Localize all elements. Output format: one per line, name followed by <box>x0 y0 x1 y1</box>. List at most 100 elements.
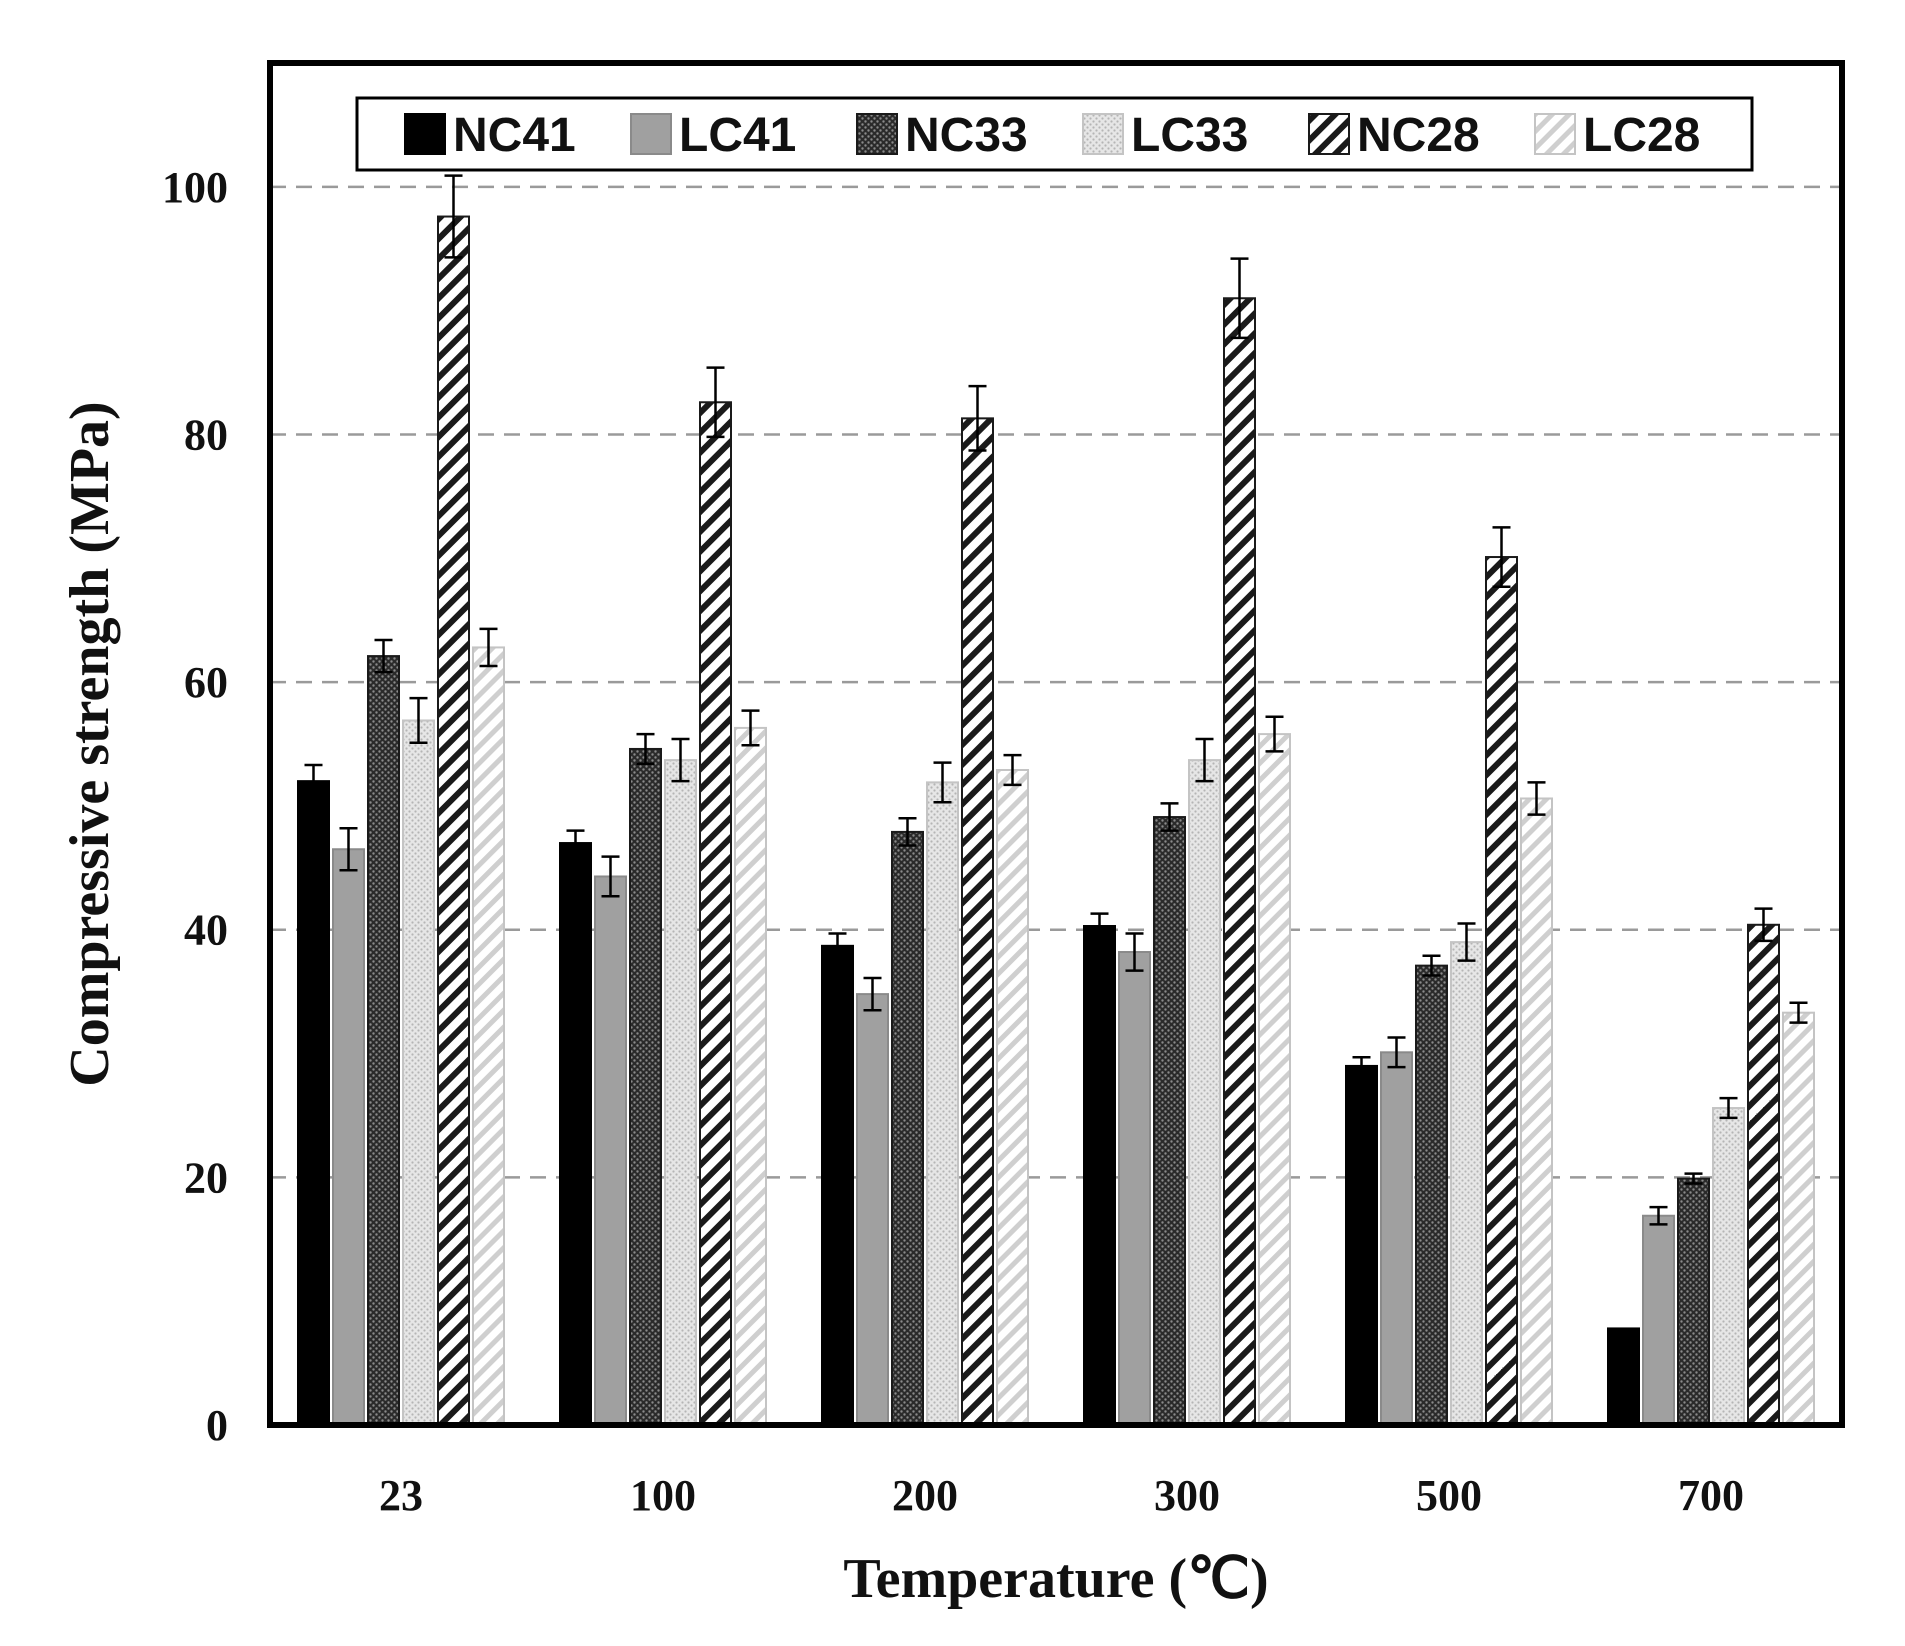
bar-nc41-700 <box>1607 1327 1640 1427</box>
y-axis-ticks: 0 20 40 60 80 100 <box>162 163 228 1450</box>
grid-lines <box>270 185 1842 1179</box>
error-bar-lc28-700 <box>1789 1001 1808 1024</box>
bar-nc41-200 <box>821 944 854 1426</box>
error-bar-nc28-500 <box>1492 526 1511 589</box>
error-bar-nc28-700 <box>1754 907 1773 943</box>
bar-lc28-300 <box>1258 733 1291 1426</box>
x-tick-label: 500 <box>1416 1471 1482 1520</box>
legend-item-nc41: NC41 <box>404 109 576 162</box>
legend-label: NC28 <box>1357 109 1480 162</box>
y-tick-label: 60 <box>184 658 228 707</box>
legend-item-nc28: NC28 <box>1308 109 1480 162</box>
error-bar-nc33-700 <box>1684 1172 1703 1185</box>
bar-nc33-200 <box>891 830 924 1426</box>
error-bar-nc33-500 <box>1422 954 1441 977</box>
bar-lc28-100 <box>734 726 767 1426</box>
legend-label: NC41 <box>453 109 576 162</box>
error-bar-nc28-100 <box>706 366 725 439</box>
error-bar-lc33-300 <box>1195 737 1214 783</box>
error-bar-lc33-100 <box>671 737 690 783</box>
bar-lc28-23 <box>472 646 505 1426</box>
error-bar-nc41-100 <box>566 829 585 857</box>
error-bar-lc28-200 <box>1003 753 1022 787</box>
legend: NC41 LC41 NC33 LC33 NC28 LC28 <box>355 96 1754 172</box>
legend-swatch <box>1308 113 1350 155</box>
legend-swatch <box>1082 113 1124 155</box>
legend-label: LC41 <box>679 109 796 162</box>
error-bar-lc28-300 <box>1265 715 1284 753</box>
y-tick-label: 40 <box>184 906 228 955</box>
x-tick-label: 23 <box>379 1471 423 1520</box>
legend-swatch <box>1534 113 1576 155</box>
bar-nc28-100 <box>699 401 732 1426</box>
error-bar-lc33-500 <box>1457 922 1476 962</box>
error-bar-lc33-200 <box>933 761 952 804</box>
error-bar-lc41-700 <box>1649 1205 1668 1226</box>
bar-lc41-500 <box>1380 1051 1413 1426</box>
legend-frame <box>355 96 1754 172</box>
legend-label: NC33 <box>905 109 1028 162</box>
legend-swatch <box>630 113 672 155</box>
bar-lc41-300 <box>1118 951 1151 1426</box>
bar-lc28-200 <box>996 769 1029 1426</box>
bar-lc28-500 <box>1520 797 1553 1426</box>
bar-lc33-23 <box>402 719 435 1426</box>
legend-item-lc33: LC33 <box>1082 109 1248 162</box>
error-bar-lc28-100 <box>741 709 760 747</box>
error-bar-nc28-23 <box>444 174 463 259</box>
bar-nc41-500 <box>1345 1064 1378 1426</box>
error-bar-nc28-300 <box>1230 257 1249 340</box>
bar-lc33-500 <box>1450 941 1483 1426</box>
bar-lc33-200 <box>926 781 959 1426</box>
legend-item-nc33: NC33 <box>856 109 1028 162</box>
bar-nc33-500 <box>1415 964 1448 1426</box>
bar-nc41-300 <box>1083 925 1116 1427</box>
legend-label: LC33 <box>1131 109 1248 162</box>
legend-item-lc41: LC41 <box>630 109 796 162</box>
error-bar-lc33-700 <box>1719 1096 1738 1120</box>
x-tick-label: 300 <box>1154 1471 1220 1520</box>
x-tick-label: 100 <box>630 1471 696 1520</box>
error-bar-lc41-300 <box>1125 932 1144 972</box>
error-bar-nc33-23 <box>374 638 393 674</box>
bars <box>297 215 1815 1427</box>
y-tick-label: 80 <box>184 410 228 459</box>
bar-lc33-700 <box>1712 1107 1745 1427</box>
error-bar-nc41-200 <box>828 932 847 960</box>
bar-nc28-23 <box>437 215 470 1426</box>
x-axis-ticks: 23 100 200 300 500 700 <box>379 1471 1744 1520</box>
y-tick-label: 0 <box>206 1401 228 1450</box>
error-bar-lc28-23 <box>479 627 498 668</box>
error-bar-lc33-23 <box>409 696 428 745</box>
x-tick-label: 700 <box>1678 1471 1744 1520</box>
error-bar-lc41-23 <box>339 826 358 872</box>
error-bar-lc41-100 <box>601 855 620 898</box>
error-bar-lc41-200 <box>863 976 882 1012</box>
bar-nc33-300 <box>1153 816 1186 1426</box>
error-bar-nc33-300 <box>1160 802 1179 832</box>
bar-nc41-23 <box>297 780 330 1426</box>
bar-nc41-100 <box>559 842 592 1426</box>
bar-nc28-300 <box>1223 297 1256 1427</box>
y-axis-title: Compressive strength (MPa) <box>59 401 121 1086</box>
error-bar-nc28-200 <box>968 384 987 452</box>
plot-frame <box>267 60 1845 1428</box>
error-bars <box>304 174 1808 1226</box>
bar-nc33-700 <box>1677 1177 1710 1426</box>
legend-swatch <box>404 113 446 155</box>
bar-lc41-100 <box>594 875 627 1426</box>
error-bar-nc33-200 <box>898 817 917 847</box>
y-tick-label: 100 <box>162 163 228 212</box>
bar-lc41-700 <box>1642 1214 1675 1427</box>
error-bar-nc41-23 <box>304 763 323 799</box>
legend-label: LC28 <box>1583 109 1700 162</box>
error-bar-nc41-300 <box>1090 912 1109 940</box>
error-bar-lc41-500 <box>1387 1036 1406 1069</box>
error-bar-nc41-500 <box>1352 1056 1371 1076</box>
bar-nc28-500 <box>1485 556 1518 1426</box>
bar-lc33-300 <box>1188 759 1221 1426</box>
legend-item-lc28: LC28 <box>1534 109 1700 162</box>
error-bar-lc28-500 <box>1527 781 1546 816</box>
